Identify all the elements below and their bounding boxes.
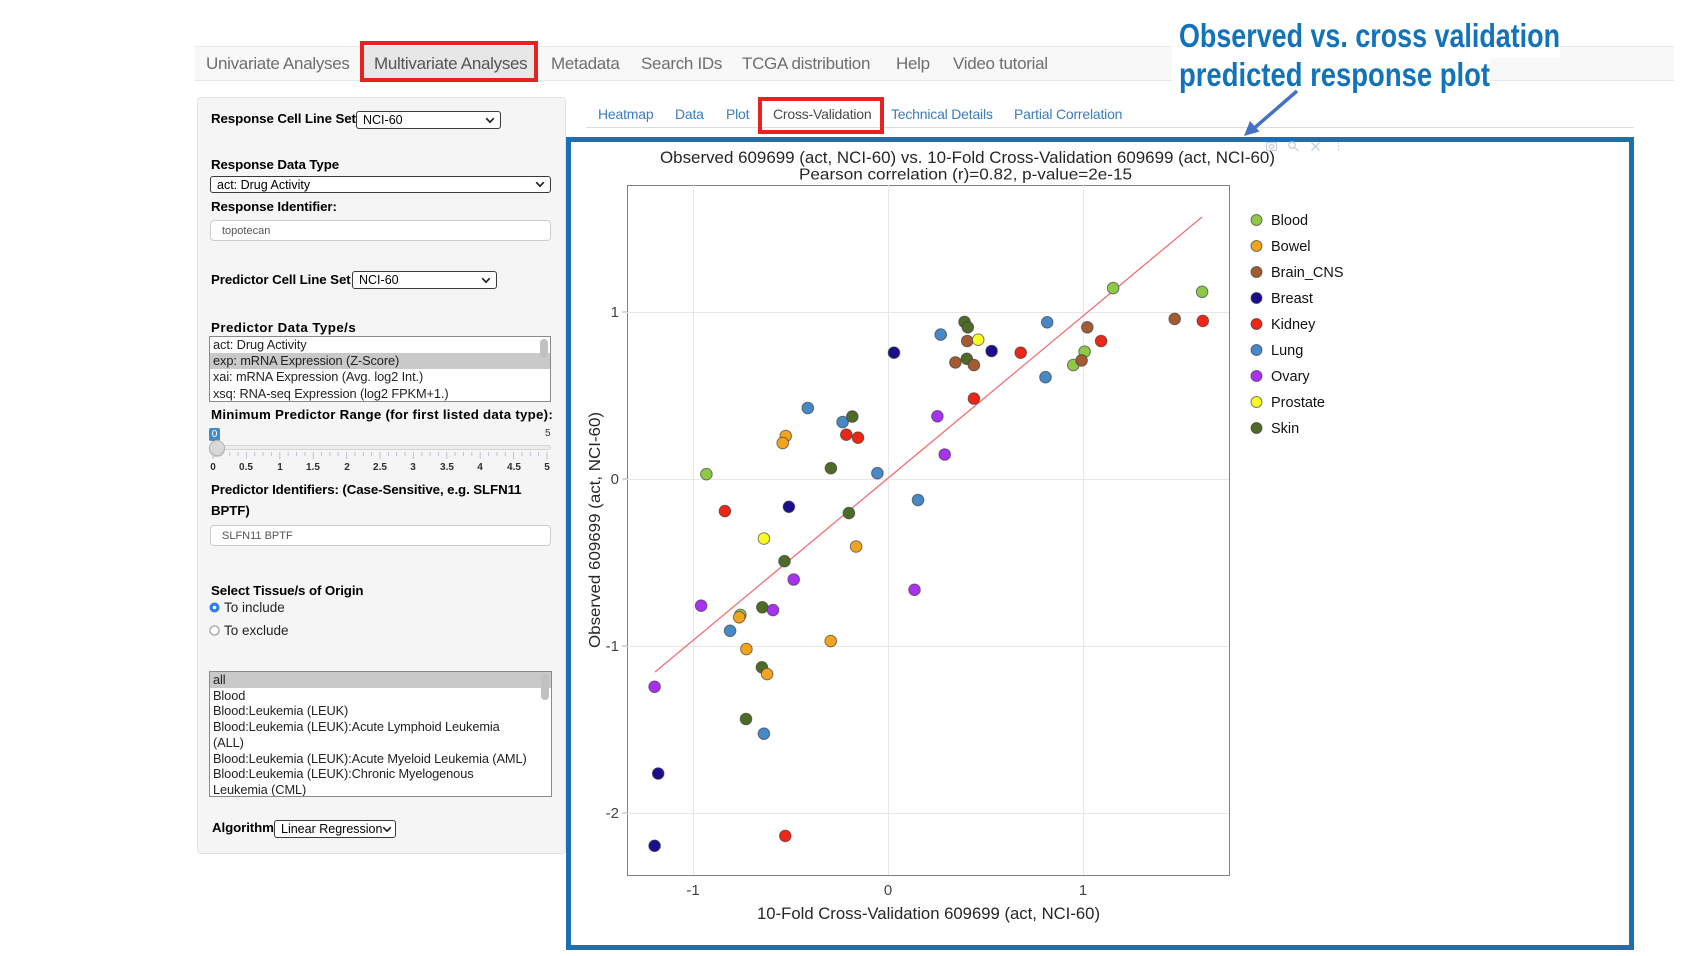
- svg-text:Observed vs. cross validation: Observed vs. cross validation: [1179, 17, 1560, 54]
- svg-text:predicted response plot: predicted response plot: [1179, 56, 1490, 93]
- svg-text:Pearson correlation (r)=0.82,: Pearson correlation (r)=0.82, p-value=2e…: [799, 167, 1132, 184]
- svg-text:Lung: Lung: [1271, 343, 1303, 359]
- svg-text:Prostate: Prostate: [1271, 395, 1325, 411]
- svg-text:-1: -1: [606, 638, 619, 655]
- svg-text:1: 1: [611, 304, 619, 321]
- svg-text:Observed 609699 (act, NCI-60): Observed 609699 (act, NCI-60) vs. 10-Fol…: [660, 148, 1275, 167]
- svg-text:10-Fold Cross-Validation 60969: 10-Fold Cross-Validation 609699 (act, NC…: [757, 905, 1100, 923]
- svg-text:Observed 609699 (act, NCI-60): Observed 609699 (act, NCI-60): [587, 412, 604, 648]
- svg-text:Kidney: Kidney: [1271, 317, 1316, 333]
- svg-text:Skin: Skin: [1271, 421, 1299, 437]
- svg-text:-2: -2: [606, 805, 619, 822]
- svg-text:Blood: Blood: [1271, 213, 1308, 229]
- svg-text:Bowel: Bowel: [1271, 239, 1311, 255]
- svg-text:Breast: Breast: [1271, 291, 1313, 307]
- svg-text:0: 0: [884, 882, 892, 899]
- svg-text:-1: -1: [686, 882, 699, 899]
- svg-text:Brain_CNS: Brain_CNS: [1271, 265, 1344, 281]
- svg-text:0: 0: [611, 471, 619, 488]
- svg-text:1: 1: [1079, 882, 1087, 899]
- svg-text:Ovary: Ovary: [1271, 369, 1310, 385]
